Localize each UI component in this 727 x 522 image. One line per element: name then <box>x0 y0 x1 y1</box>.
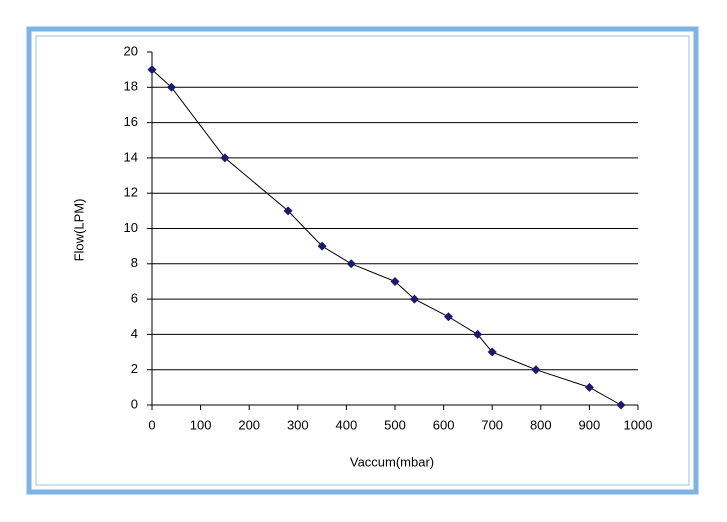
x-tick-label: 600 <box>433 417 455 432</box>
y-tick-label: 2 <box>131 361 138 376</box>
x-tick-label: 900 <box>579 417 601 432</box>
marker <box>616 400 626 410</box>
marker <box>147 65 157 75</box>
y-tick-label: 0 <box>131 396 138 411</box>
marker <box>220 153 230 163</box>
marker <box>283 206 293 216</box>
x-tick-label: 300 <box>287 417 309 432</box>
y-tick-label: 18 <box>124 79 138 94</box>
marker <box>584 382 594 392</box>
x-tick-label: 100 <box>190 417 212 432</box>
y-tick-label: 6 <box>131 291 138 306</box>
y-tick-label: 8 <box>131 255 138 270</box>
x-tick-label: 500 <box>384 417 406 432</box>
marker <box>409 294 419 304</box>
x-axis-label: Vaccum(mbar) <box>350 454 434 469</box>
x-tick-label: 0 <box>148 417 155 432</box>
x-tick-label: 700 <box>481 417 503 432</box>
marker <box>487 347 497 357</box>
marker <box>317 241 327 251</box>
marker <box>473 329 483 339</box>
x-tick-label: 800 <box>530 417 552 432</box>
marker <box>346 259 356 269</box>
y-tick-label: 20 <box>124 43 138 58</box>
marker <box>443 312 453 322</box>
x-tick-label: 200 <box>238 417 260 432</box>
frame-inner <box>35 35 690 486</box>
frame-outer <box>26 26 699 495</box>
marker <box>531 365 541 375</box>
y-tick-label: 16 <box>124 114 138 129</box>
marker <box>166 82 176 92</box>
marker <box>390 276 400 286</box>
y-tick-label: 12 <box>124 185 138 200</box>
x-tick-label: 1000 <box>624 417 653 432</box>
line <box>151 69 622 406</box>
y-axis-label: Flow(LPM) <box>71 199 86 262</box>
y-tick-label: 10 <box>124 220 138 235</box>
x-tick-label: 400 <box>336 417 358 432</box>
y-tick-label: 4 <box>131 326 138 341</box>
y-tick-label: 14 <box>124 149 138 164</box>
